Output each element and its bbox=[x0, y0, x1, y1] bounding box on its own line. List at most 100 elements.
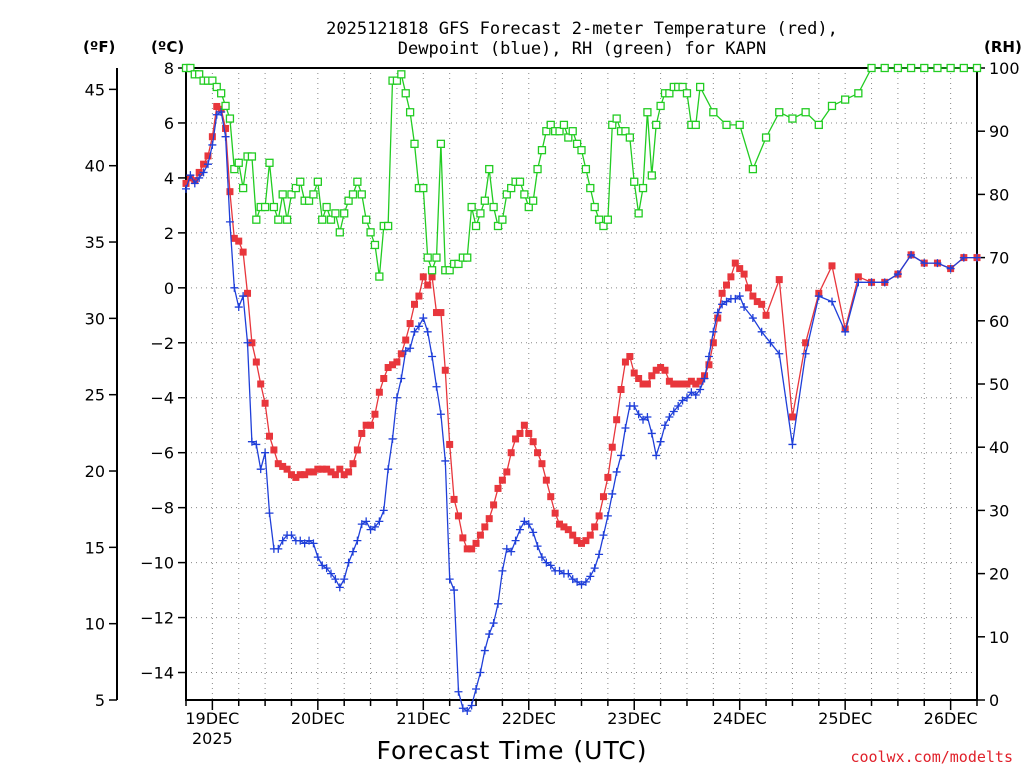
dewpoint-point bbox=[704, 352, 713, 361]
dewpoint-point bbox=[577, 580, 586, 589]
dewpoint-point bbox=[665, 412, 674, 421]
temperature-point bbox=[327, 468, 335, 476]
dewpoint-point bbox=[542, 558, 551, 567]
temperature-point bbox=[340, 471, 348, 479]
rh-point bbox=[581, 164, 591, 174]
rh-point bbox=[590, 202, 599, 212]
temperature-point bbox=[380, 375, 388, 383]
dewpoint-point bbox=[511, 536, 520, 545]
temperature-point bbox=[476, 531, 484, 539]
rh-point bbox=[370, 240, 380, 250]
rh-point bbox=[427, 266, 437, 275]
dewpoint-point bbox=[186, 171, 195, 180]
x-tick-sublabel: 2025 bbox=[192, 729, 233, 748]
rh-point bbox=[748, 164, 758, 174]
temperature-point bbox=[309, 468, 317, 476]
rh-point bbox=[252, 215, 261, 224]
dewpoint-point bbox=[682, 393, 691, 402]
dewpoint-point bbox=[595, 550, 604, 559]
rh-point bbox=[476, 209, 485, 218]
rh-point bbox=[401, 89, 410, 98]
temperature-point bbox=[753, 298, 761, 306]
dewpoint-point bbox=[643, 412, 652, 421]
rh-point bbox=[678, 82, 687, 92]
dewpoint-point bbox=[480, 646, 489, 655]
rh-point bbox=[788, 114, 797, 123]
rh-tick-label: 80 bbox=[989, 185, 1009, 204]
temperature-point bbox=[305, 468, 313, 476]
rh-point bbox=[933, 63, 942, 73]
temperature-point bbox=[534, 449, 542, 457]
credit-link[interactable]: coolwx.com/modelts bbox=[850, 748, 1013, 766]
temperature-point bbox=[226, 188, 234, 196]
dewpoint-point bbox=[327, 569, 336, 578]
temperature-point bbox=[389, 361, 397, 369]
rh-point bbox=[238, 183, 248, 193]
rh-point bbox=[608, 120, 617, 130]
rh-point bbox=[586, 183, 595, 193]
dewpoint-point bbox=[713, 308, 722, 317]
rh-point bbox=[186, 63, 195, 73]
x-tick-label: 22DEC bbox=[502, 709, 556, 728]
rh-point bbox=[340, 209, 349, 218]
temperature-point bbox=[731, 259, 739, 267]
rh-point bbox=[348, 190, 358, 199]
temperature-point bbox=[441, 366, 449, 374]
temperature-point bbox=[547, 493, 555, 501]
temperature-point bbox=[432, 309, 440, 317]
temperature-point bbox=[424, 281, 432, 289]
dewpoint-point bbox=[740, 303, 749, 312]
dewpoint-point bbox=[687, 388, 696, 397]
celsius-tick-label: 2 bbox=[164, 224, 174, 243]
rh-point bbox=[335, 228, 344, 237]
temperature-point bbox=[279, 462, 287, 470]
dewpoint-point bbox=[867, 278, 876, 287]
grid-lines bbox=[186, 68, 977, 700]
dewpoint-point bbox=[348, 547, 357, 556]
fahrenheit-tick-label: 25 bbox=[85, 386, 105, 405]
rh-point bbox=[761, 133, 771, 142]
dewpoint-point bbox=[854, 278, 863, 287]
dewpoint-point bbox=[199, 168, 208, 177]
dewpoint-point bbox=[529, 528, 538, 537]
dewpoint-point bbox=[973, 253, 981, 262]
x-tick-label: 21DEC bbox=[396, 709, 450, 728]
temperature-point bbox=[630, 369, 638, 377]
rh-point bbox=[291, 183, 301, 193]
dewpoint-point bbox=[568, 575, 577, 584]
x-tick-label: 26DEC bbox=[924, 709, 978, 728]
rh-point bbox=[405, 108, 415, 117]
data-series bbox=[181, 63, 982, 715]
temperature-point bbox=[749, 292, 757, 300]
dewpoint-point bbox=[709, 327, 718, 336]
celsius-axis-label: (ºC) bbox=[151, 38, 184, 56]
rh-point bbox=[195, 70, 204, 79]
temperature-point bbox=[802, 339, 810, 347]
temperature-point bbox=[437, 309, 445, 317]
rh-tick-label: 60 bbox=[989, 312, 1009, 331]
rh-point bbox=[612, 114, 621, 123]
temperature-point bbox=[692, 380, 700, 388]
rh-point bbox=[814, 120, 823, 130]
dewpoint-point bbox=[274, 544, 283, 553]
temperature-point bbox=[665, 377, 673, 385]
dewpoint-point bbox=[331, 575, 340, 584]
dewpoint-point bbox=[537, 553, 546, 562]
dewpoint-point bbox=[775, 349, 784, 358]
dewpoint-point bbox=[247, 437, 256, 446]
rh-point bbox=[313, 177, 322, 186]
dewpoint-point bbox=[814, 292, 823, 301]
dewpoint-point bbox=[656, 437, 665, 446]
temperature-point bbox=[331, 471, 339, 479]
temperature-point bbox=[525, 429, 533, 437]
temperature-point bbox=[490, 501, 498, 509]
rh-point bbox=[696, 82, 705, 92]
dewpoint-point bbox=[217, 107, 226, 116]
rh-point bbox=[893, 63, 903, 73]
celsius-tick-label: −10 bbox=[140, 554, 174, 573]
dewpoint-point bbox=[660, 421, 669, 430]
rh-point bbox=[656, 101, 665, 111]
dewpoint-point bbox=[357, 520, 366, 529]
fahrenheit-tick-label: 10 bbox=[85, 615, 105, 634]
